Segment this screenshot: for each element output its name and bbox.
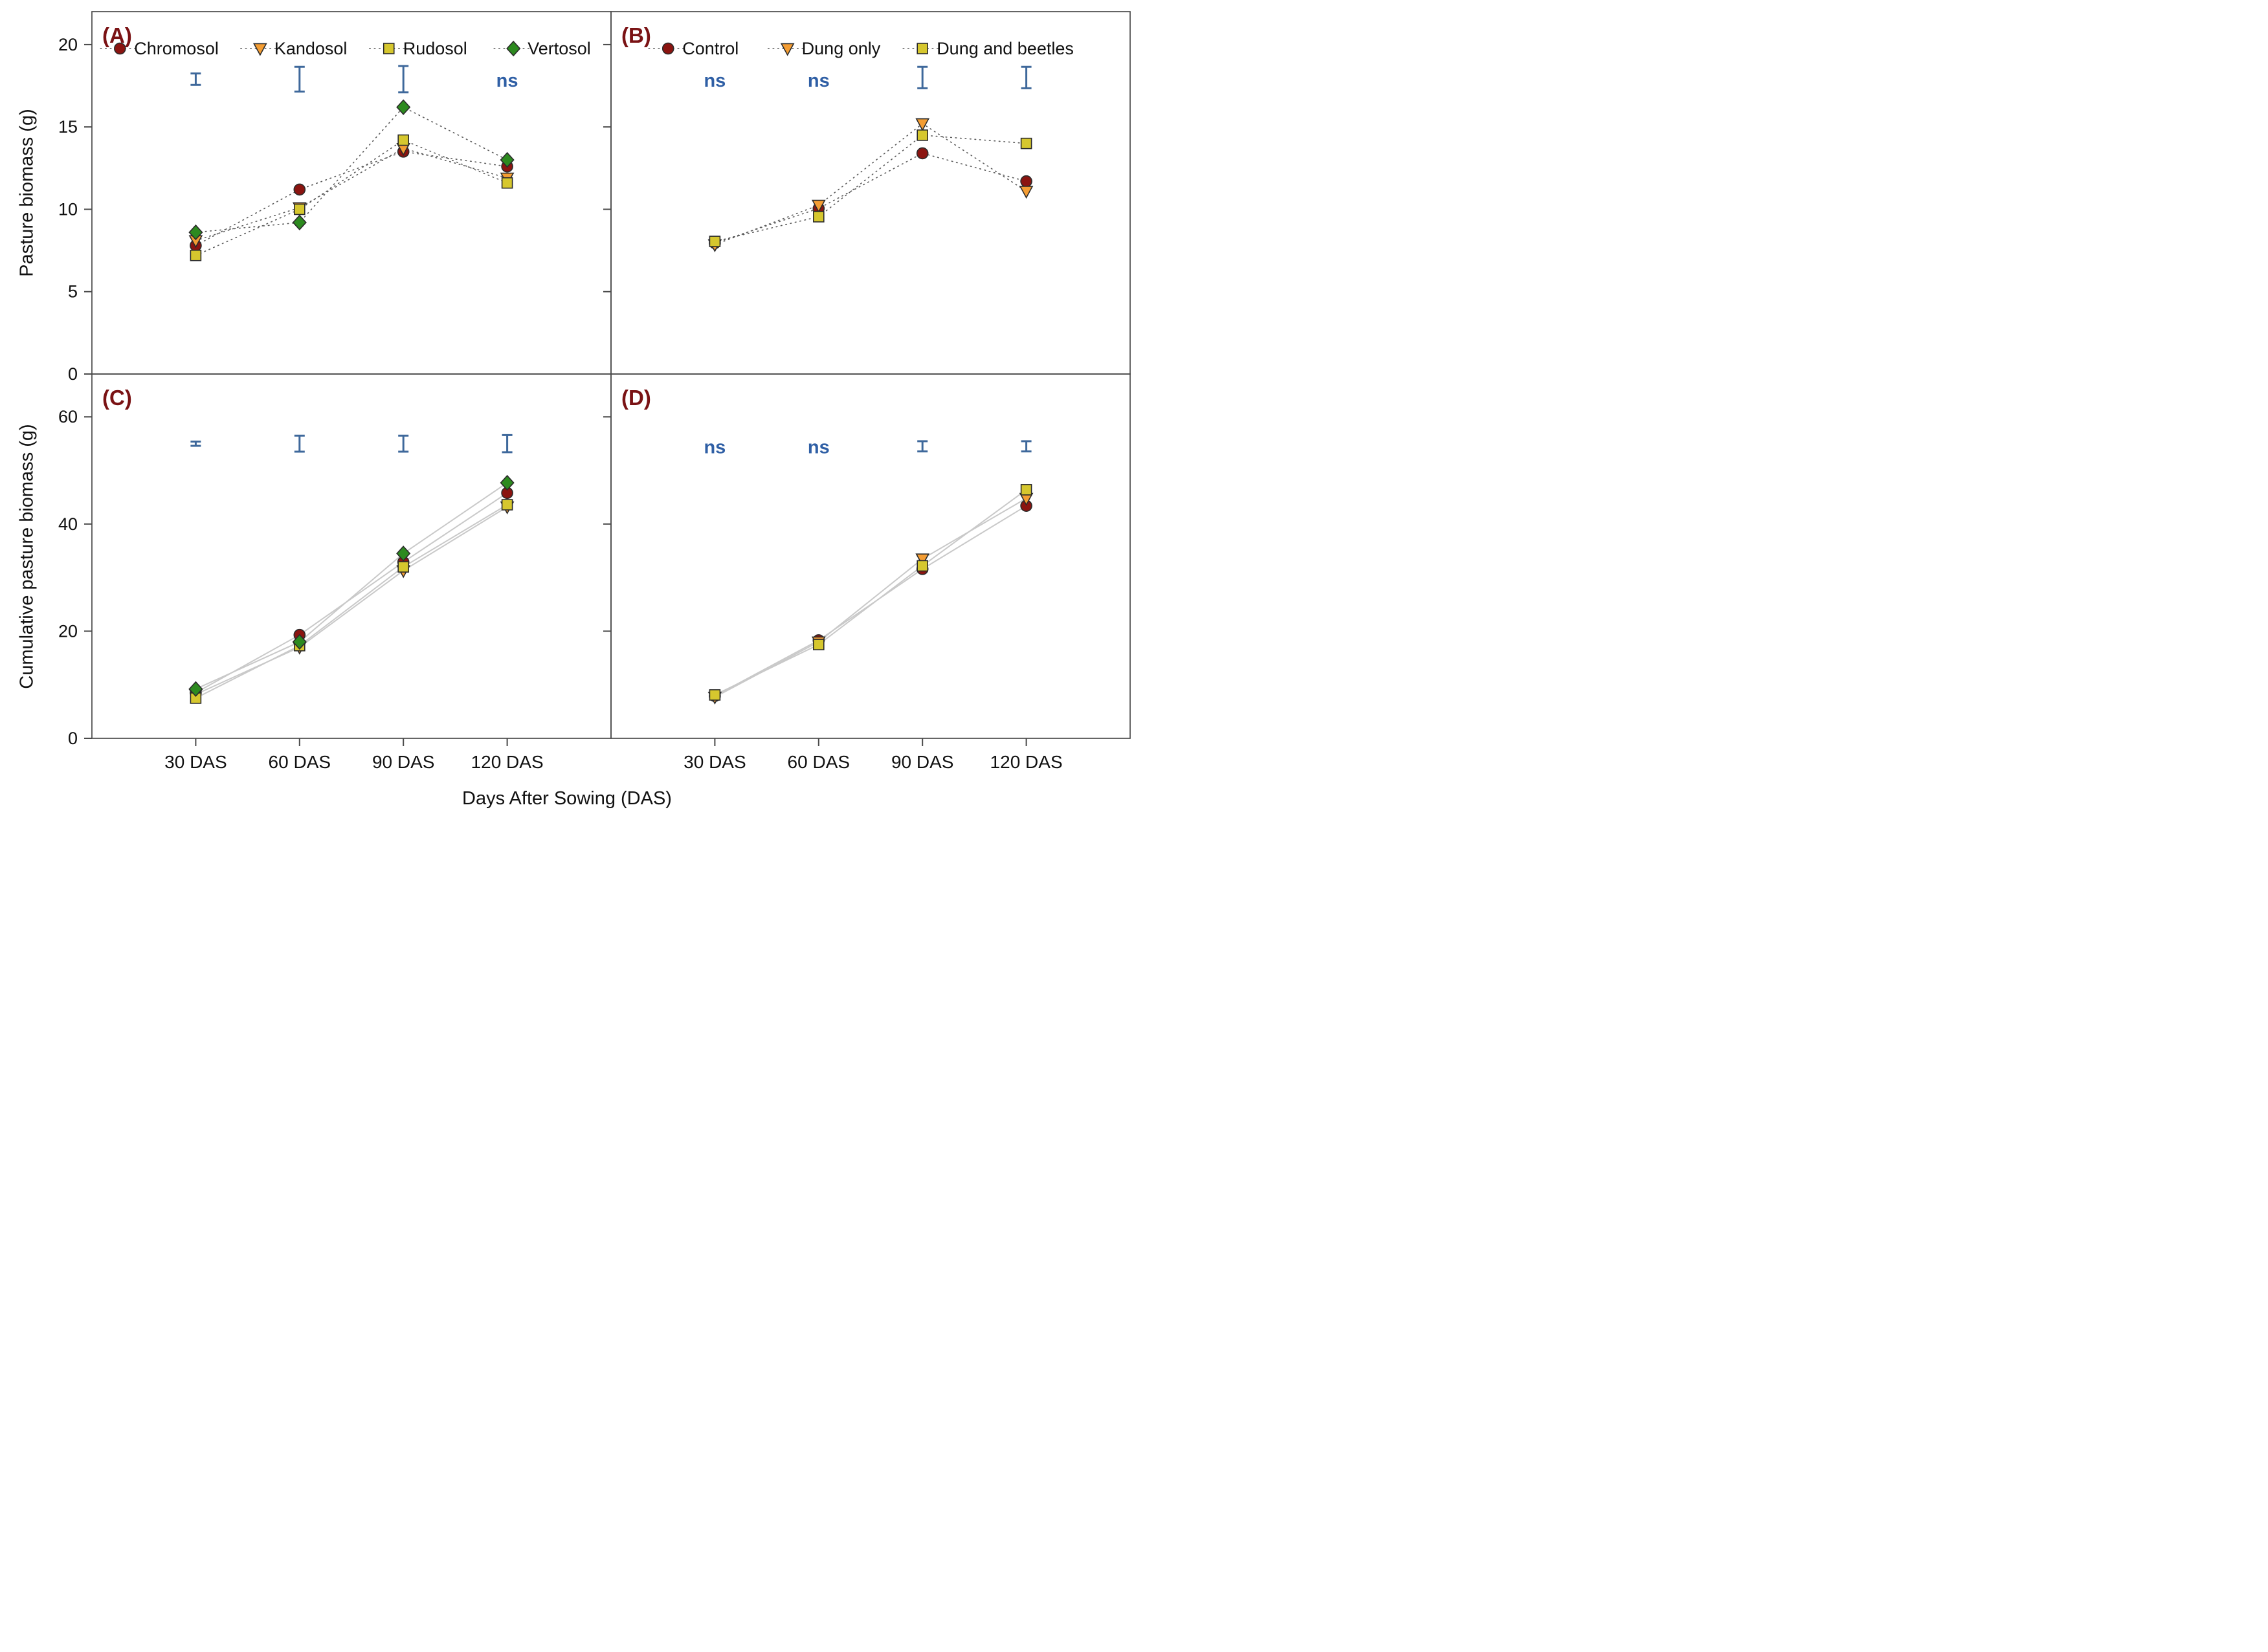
series-line-dung-and-beetles	[714, 489, 1027, 696]
legend-marker-dung-and-beetles	[917, 43, 928, 54]
marker-chromosol-60das	[293, 183, 306, 196]
xtick-label-D-1: 60 DAS	[788, 752, 850, 772]
panel-label-C: (C)	[102, 386, 132, 410]
series-line-dung-and-beetles	[714, 135, 1027, 242]
marker-dung-only-60das	[811, 199, 826, 213]
marker-dung-and-beetles-30das	[709, 689, 721, 701]
marker-rudosol-60das	[293, 203, 306, 215]
plot-svg: 0 5 10 15 20 ns Chromosol Kandosol Rudosol Vertos…	[58, 11, 1131, 772]
marker-dung-and-beetles-120das	[1020, 137, 1032, 149]
ytick-label-A-20: 20	[58, 35, 78, 54]
marker-vertosol-90das	[396, 99, 411, 115]
series-line-chromosol	[195, 492, 508, 694]
ns-label-D-1: ns	[808, 437, 830, 457]
ns-label-B-1: ns	[808, 71, 830, 91]
legend-label-rudosol: Rudosol	[403, 39, 467, 58]
legend-marker-chromosol	[114, 42, 126, 55]
panel-label-A: (A)	[102, 23, 132, 47]
legend-marker-vertosol	[506, 40, 521, 57]
marker-dung-and-beetles-120das	[1020, 484, 1032, 496]
series-line-vertosol	[195, 482, 508, 690]
series-line-chromosol	[195, 151, 508, 247]
marker-vertosol-60das	[292, 633, 307, 650]
legend-label-control: Control	[682, 39, 739, 58]
legend-label-dung-only: Dung only	[802, 39, 881, 58]
marker-dung-and-beetles-60das	[813, 639, 825, 650]
panel-D-frame	[610, 373, 1131, 739]
ytick-label-C-0: 0	[68, 729, 78, 748]
xtick-label-C-2: 90 DAS	[372, 752, 435, 772]
marker-vertosol-120das	[500, 474, 515, 491]
marker-rudosol-90das	[397, 561, 410, 573]
legend-label-kandosol: Kandosol	[274, 39, 348, 58]
ns-label-A-3: ns	[496, 71, 518, 91]
series-line-rudosol	[195, 504, 508, 699]
ns-label-B-0: ns	[704, 71, 726, 91]
legend-marker-control	[662, 42, 674, 55]
panel-C-frame	[91, 373, 612, 739]
marker-vertosol-90das	[396, 545, 411, 562]
marker-dung-and-beetles-90das	[917, 560, 928, 572]
panel-B-frame	[610, 11, 1131, 375]
marker-rudosol-120das	[501, 499, 513, 511]
legend-label-vertosol: Vertosol	[528, 39, 591, 58]
marker-rudosol-120das	[501, 177, 513, 189]
marker-dung-only-90das	[915, 553, 930, 567]
marker-dung-and-beetles-30das	[709, 236, 721, 247]
legend-label-dung-and-beetles: Dung and beetles	[937, 39, 1074, 58]
series-line-kandosol	[195, 506, 508, 696]
marker-vertosol-30das	[188, 224, 203, 241]
legend-marker-rudosol	[383, 43, 395, 54]
series-line-dung-only	[714, 123, 1027, 245]
ytick-label-A-15: 15	[58, 117, 78, 137]
series-line-control	[714, 153, 1027, 244]
marker-dung-only-120das	[1019, 186, 1034, 199]
marker-dung-and-beetles-90das	[917, 129, 928, 141]
legend-label-chromosol: Chromosol	[134, 39, 219, 58]
figure-container: 0 5 10 15 20 ns Chromosol Kandosol Rudosol Vertos…	[0, 0, 1134, 826]
xtick-label-D-3: 120 DAS	[990, 752, 1063, 772]
series-line-rudosol	[195, 139, 508, 256]
marker-control-120das	[1020, 175, 1032, 188]
series-line-dung-only	[714, 498, 1027, 698]
panel-A-frame	[91, 11, 612, 375]
ytick-label-C-40: 40	[58, 514, 78, 534]
xtick-label-C-0: 30 DAS	[164, 752, 227, 772]
marker-dung-and-beetles-60das	[813, 211, 825, 223]
y-axis-title-top: Pasture biomass (g)	[16, 109, 38, 277]
xtick-label-D-0: 30 DAS	[684, 752, 746, 772]
ytick-label-A-5: 5	[68, 282, 78, 302]
marker-control-90das	[916, 147, 929, 160]
marker-dung-only-90das	[915, 118, 930, 131]
ytick-label-C-60: 60	[58, 407, 78, 426]
panel-label-B: (B)	[621, 23, 651, 47]
ns-label-D-0: ns	[704, 437, 726, 457]
y-axis-title-bottom: Cumulative pasture biomass (g)	[16, 424, 38, 689]
x-axis-title: Days After Sowing (DAS)	[462, 788, 672, 809]
marker-rudosol-90das	[397, 134, 410, 146]
legend-marker-kandosol	[253, 43, 267, 56]
xtick-label-D-2: 90 DAS	[891, 752, 954, 772]
legend-marker-dung-only	[780, 43, 795, 56]
series-line-vertosol	[195, 106, 508, 233]
marker-vertosol-30das	[188, 681, 203, 698]
series-line-kandosol	[195, 148, 508, 241]
xtick-label-C-3: 120 DAS	[471, 752, 544, 772]
xtick-label-C-1: 60 DAS	[269, 752, 331, 772]
panel-label-D: (D)	[621, 386, 651, 410]
ytick-label-A-10: 10	[58, 199, 78, 219]
ytick-label-C-20: 20	[58, 621, 78, 641]
marker-vertosol-60das	[292, 214, 307, 231]
ytick-label-A-0: 0	[68, 364, 78, 384]
marker-rudosol-30das	[190, 249, 202, 261]
marker-vertosol-120das	[500, 151, 515, 168]
